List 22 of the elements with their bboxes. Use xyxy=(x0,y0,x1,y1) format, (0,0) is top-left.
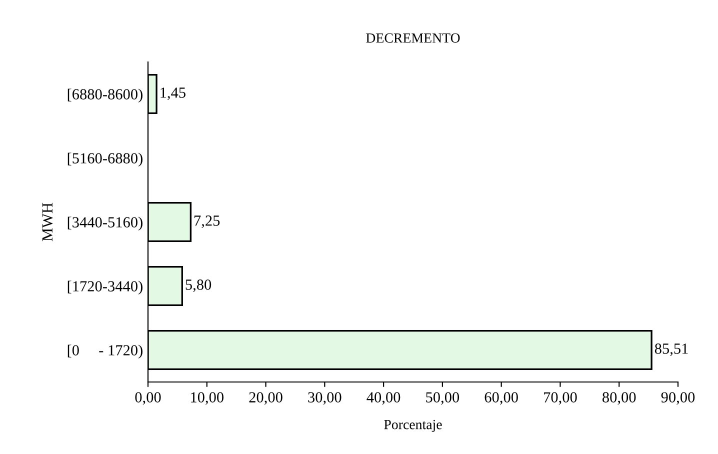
x-tick-label: 30,00 xyxy=(308,392,342,405)
x-tick-label: 50,00 xyxy=(426,392,460,405)
data-label: 85,51 xyxy=(654,344,688,356)
chart-title: DECREMENTO xyxy=(366,33,460,43)
x-tick-label: 40,00 xyxy=(366,392,400,405)
y-tick-label: [3440-5160) xyxy=(68,216,142,231)
x-tick-label: 90,00 xyxy=(661,392,695,405)
x-tick-label: 80,00 xyxy=(602,392,636,405)
data-label: 1,45 xyxy=(160,88,186,100)
x-tick-label: 20,00 xyxy=(249,392,282,405)
y-tick-label: [1720-3440) xyxy=(68,280,142,295)
x-axis-title: Porcentaje xyxy=(384,420,442,432)
x-tick-label: 0,00 xyxy=(135,392,161,405)
y-tick-label: [5160-6880) xyxy=(68,152,142,167)
x-tick-label: 60,00 xyxy=(484,392,518,405)
y-tick-label: [0 - 1720) xyxy=(68,344,142,359)
data-label: 5,80 xyxy=(186,280,212,292)
y-tick-label: [6880-8600) xyxy=(68,88,142,103)
x-tick-label: 10,00 xyxy=(191,392,224,405)
y-axis-title: MWH xyxy=(42,202,53,242)
data-label: 7,25 xyxy=(194,216,220,228)
x-tick-label: 70,00 xyxy=(544,392,577,405)
